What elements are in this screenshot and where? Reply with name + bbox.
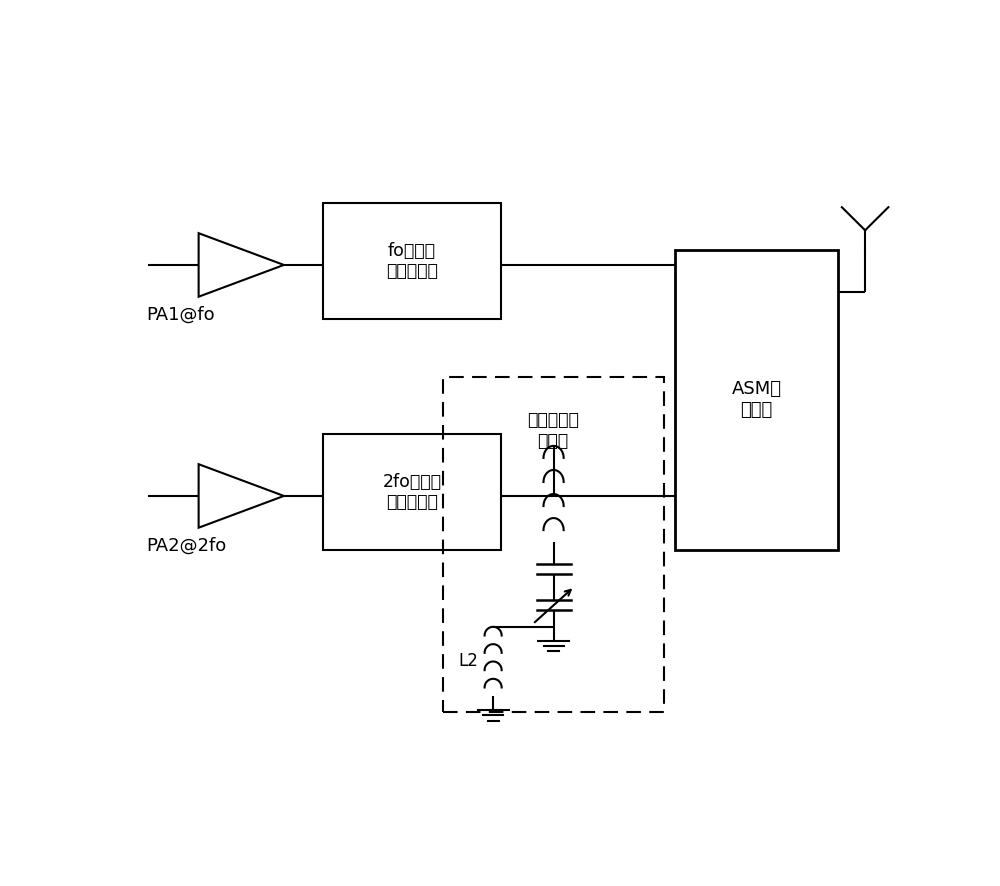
Bar xyxy=(323,434,501,550)
Text: 2fo匹配，
谐波滤波器: 2fo匹配， 谐波滤波器 xyxy=(382,473,441,511)
Text: PA1@fo: PA1@fo xyxy=(147,306,215,324)
Text: fo匹配，
谐波滤波器: fo匹配， 谐波滤波器 xyxy=(386,242,438,281)
Bar xyxy=(443,377,664,711)
Text: PA2@2fo: PA2@2fo xyxy=(147,537,227,555)
Text: ASM或
双工器: ASM或 双工器 xyxy=(732,380,782,419)
Text: L2: L2 xyxy=(458,652,478,671)
Text: 频率可调谐
滤波器: 频率可调谐 滤波器 xyxy=(527,411,579,450)
Bar xyxy=(323,204,501,319)
Bar xyxy=(675,250,838,550)
